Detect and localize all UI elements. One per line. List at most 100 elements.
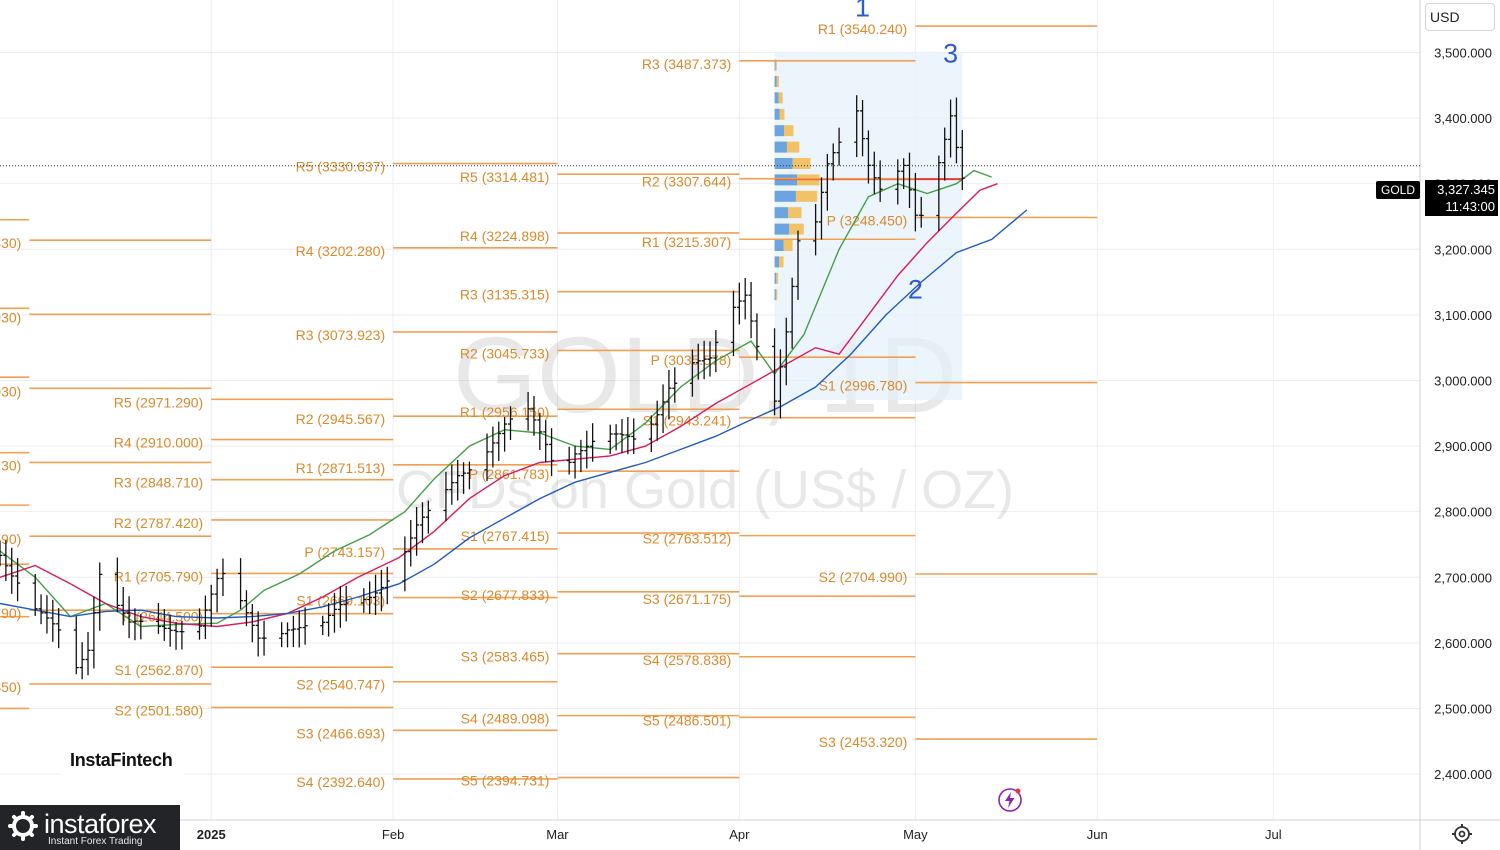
profile-range-box (774, 52, 963, 401)
profile-bar (774, 256, 780, 268)
pivot-label: R3 (3487.373) (642, 56, 732, 72)
profile-bar (774, 207, 789, 219)
current-price-tag: 3,327.345 11:43:00 (1425, 180, 1498, 216)
pivot-label: S1 (2537.350) (0, 679, 21, 695)
y-tick-label: 2,800.000 (1434, 505, 1492, 520)
price-bars (0, 95, 965, 680)
pivot-label: S3 (2583.465) (461, 649, 550, 665)
pivot-label: R1 (2705.790) (114, 568, 204, 584)
wave-labels: 1 2 3 (855, 0, 958, 304)
profile-bar (774, 59, 776, 71)
settings-gear-icon[interactable] (1451, 823, 1473, 845)
pivot-label: S2 (2763.512) (643, 531, 732, 547)
lightning-icon[interactable] (997, 787, 1023, 813)
wave-label: 1 (855, 0, 870, 22)
profile-bar (774, 240, 784, 251)
profile-bar (789, 223, 804, 235)
pivot-label: S1 (2943.241) (643, 413, 732, 429)
pivot-label: P (3248.450) (827, 212, 908, 228)
pivot-label: P (2649.790) (0, 605, 21, 621)
instaforex-logo: instaforex Instant Forex Trading (0, 805, 180, 850)
logo-name: instaforex (44, 809, 157, 839)
pivot-label: R5 (3330.637) (296, 159, 386, 175)
y-tick-label: 3,000.000 (1434, 373, 1492, 388)
moving-average-line (0, 209, 1028, 619)
profile-bar (774, 223, 790, 235)
pivot-label: S4 (2392.640) (296, 774, 385, 790)
brand-box (60, 722, 184, 780)
profile-bar (783, 125, 794, 137)
profile-bar (788, 207, 802, 219)
profile-bar (774, 190, 796, 202)
pivot-label: S5 (2486.501) (643, 712, 732, 728)
logo-gear-icon (8, 811, 38, 841)
pivot-label: R4 (3100.930) (0, 309, 21, 325)
y-tick-label: 2,500.000 (1434, 701, 1492, 716)
pivot-label: R5 (2971.290) (114, 394, 204, 410)
x-tick-label: Feb (382, 827, 404, 842)
profile-bar (783, 240, 793, 251)
x-tick-label: Mar (546, 827, 569, 842)
profile-bar (779, 256, 784, 268)
profile-bar (774, 272, 777, 284)
profile-bar (779, 108, 785, 120)
watermark-description: CFDs on Gold (US$ / OZ) (396, 460, 1014, 520)
pivot-label: S1 (2767.415) (461, 528, 550, 544)
pivot-label: S5 (2394.731) (461, 773, 550, 789)
pivot-label: P (3035.578) (651, 352, 732, 368)
wave-label: 3 (943, 38, 958, 68)
x-tick-label: Jul (1265, 827, 1282, 842)
profile-bar (774, 92, 779, 104)
profile-bar (776, 272, 779, 284)
y-tick-label: 3,200.000 (1434, 242, 1492, 257)
x-tick-label: May (903, 827, 928, 842)
pivot-label: R1 (3215.307) (642, 234, 732, 250)
pivot-label: R4 (3224.898) (460, 228, 550, 244)
bar-countdown: 11:43:00 (1445, 199, 1495, 214)
pivot-label: R1 (2871.513) (296, 460, 386, 476)
pivot-label: R2 (2945.567) (296, 411, 386, 427)
volume-profile (774, 52, 963, 401)
pivot-label: S2 (2501.580) (115, 702, 204, 718)
pivot-label: P (2743.157) (304, 544, 385, 560)
y-tick-label: 2,700.000 (1434, 570, 1492, 585)
profile-bar (774, 141, 787, 153)
pivot-label: S2 (2677.833) (461, 587, 550, 603)
profile-bar (775, 59, 777, 71)
pivot-label: R3 (2848.710) (114, 475, 204, 491)
profile-bar (792, 158, 811, 169)
pivot-label: S4 (2578.838) (643, 652, 732, 668)
current-price: 3,327.345 (1437, 182, 1495, 197)
pivot-label: P (2644.500) (123, 609, 204, 625)
pivot-label: S3 (2671.175) (643, 591, 732, 607)
pivot-levels: R5 (3213.830) R4 (3100.930) R3 (2988.030) R… (0, 21, 1098, 790)
y-tick-label: 2,900.000 (1434, 439, 1492, 454)
pivot-label: R5 (3213.830) (0, 235, 21, 251)
pivot-label: S1 (2996.780) (819, 378, 908, 394)
profile-bar (774, 125, 784, 137)
grid (0, 0, 1420, 820)
profile-bar (776, 76, 780, 87)
profile-bar (775, 289, 778, 301)
y-tick-label: 3,400.000 (1434, 111, 1492, 126)
y-tick-label: 3,100.000 (1434, 308, 1492, 323)
pivot-label: S4 (2489.098) (461, 711, 550, 727)
y-tick-label: 2,600.000 (1434, 636, 1492, 651)
pivot-label: S2 (2540.747) (296, 677, 385, 693)
pivot-label: R3 (2988.030) (0, 383, 21, 399)
y-tick-label: 3,500.000 (1434, 45, 1492, 60)
y-tick-label: 2,400.000 (1434, 767, 1492, 782)
pivot-label: R1 (2762.690) (0, 531, 21, 547)
profile-bar (774, 108, 780, 120)
currency-select[interactable]: USD (1425, 3, 1495, 31)
pivot-label: S3 (2466.693) (296, 725, 385, 741)
logo-subtitle: Instant Forex Trading (48, 836, 143, 847)
profile-bar (795, 190, 818, 202)
pivot-label: R2 (2787.420) (114, 515, 204, 531)
pivot-label: S1 (2562.870) (115, 662, 204, 678)
profile-bar (774, 289, 776, 301)
profile-bar (774, 76, 777, 87)
pivot-label: R1 (2956.150) (460, 404, 550, 420)
pivot-label: R3 (3073.923) (296, 327, 386, 343)
